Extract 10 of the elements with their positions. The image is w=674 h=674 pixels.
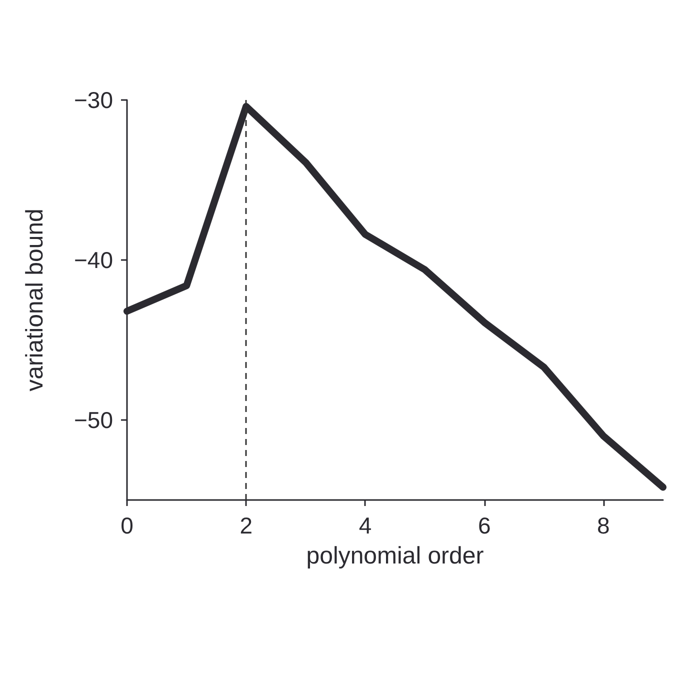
x-axis-title: polynomial order [306,542,484,570]
x-tick-label: 0 [120,512,134,538]
y-tick-label: −40 [74,247,113,273]
y-axis-title: variational bound [22,208,48,392]
x-tick-label: 8 [597,512,610,538]
x-tick-label: 6 [478,512,491,538]
x-tick-label: 2 [240,512,253,538]
x-tick-label: 4 [358,512,372,538]
y-tick-label: −30 [74,87,113,113]
y-tick-label: −50 [74,407,113,433]
